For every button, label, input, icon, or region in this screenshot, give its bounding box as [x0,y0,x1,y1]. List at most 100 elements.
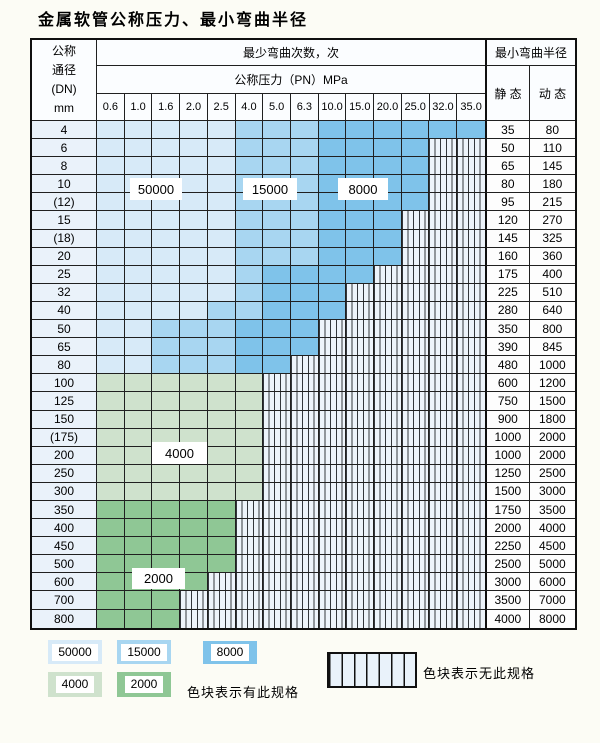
cell-8000 [318,283,347,302]
cell-2000 [207,519,236,538]
cell-50000 [97,139,125,158]
cell-no-spec [346,356,375,375]
cell-4000 [235,410,264,429]
cell-2000 [97,573,125,592]
dn-cell: 15 [32,211,97,230]
dynamic-value: 1200 [529,374,575,393]
cell-no-spec [318,555,347,574]
cell-4000 [124,428,153,447]
dynamic-value: 5000 [529,555,575,574]
pressure-tick: 4.0 [235,94,264,121]
cell-50000 [97,247,125,266]
radius-header: 最小弯曲半径 [485,40,575,66]
cell-15000 [235,139,264,158]
cell-no-spec [374,573,402,592]
cell-no-spec [346,428,375,447]
cell-50000 [207,157,236,176]
cell-15000 [290,139,319,158]
cell-8000 [263,320,291,339]
cell-no-spec [429,247,458,266]
cell-no-spec [401,555,430,574]
legend-item-2000: 2000 [117,672,171,697]
cell-50000 [180,193,208,212]
cell-no-spec [263,537,291,556]
cell-8000 [263,265,291,284]
cell-2000 [152,519,181,538]
cell-50000 [180,229,208,248]
overlay-label-4000: 4000 [152,442,207,464]
cell-2000 [97,500,125,520]
cell-no-spec [290,464,319,483]
cell-no-spec [235,537,264,556]
overlay-label-50000: 50000 [130,178,182,200]
cell-4000 [180,464,208,483]
cell-no-spec [374,482,402,501]
static-value: 750 [484,392,530,411]
cell-8000 [318,247,347,266]
cell-50000 [97,301,125,321]
cell-2000 [180,555,208,574]
cell-no-spec [429,211,458,230]
cell-no-spec [457,338,485,357]
cell-2000 [97,519,125,538]
cell-4000 [207,464,236,483]
cell-no-spec [346,283,375,302]
spec-table: 公称 通径 (DN) mm 最少弯曲次数，次 最小弯曲半径 公称压力（PN）MPa 0… [30,38,577,630]
cell-no-spec [457,320,485,339]
cell-no-spec [263,573,291,592]
cell-4000 [235,374,264,393]
cell-no-spec [401,356,430,375]
dn-cell: 40 [32,301,97,321]
cell-no-spec [346,392,375,411]
dn-cell: 400 [32,519,97,538]
cell-50000 [97,121,125,140]
cell-no-spec [429,265,458,284]
cell-no-spec [318,446,347,465]
cell-no-spec [401,591,430,610]
cell-no-spec [235,555,264,574]
cell-8000 [263,301,291,321]
cell-no-spec [346,446,375,465]
cell-8000 [374,247,402,266]
cell-no-spec [429,338,458,357]
cell-no-spec [207,573,236,592]
cell-50000 [97,193,125,212]
cell-15000 [263,139,291,158]
dynamic-value: 7000 [529,591,575,610]
cell-no-spec [401,464,430,483]
static-value: 80 [484,175,530,194]
cell-no-spec [263,374,291,393]
cell-no-spec [374,500,402,520]
cell-50000 [97,338,125,357]
cell-4000 [124,446,153,465]
dynamic-value: 845 [529,338,575,357]
cell-no-spec [290,428,319,447]
cell-no-spec [429,482,458,501]
cell-no-spec [263,446,291,465]
cell-50000 [124,121,153,140]
cell-no-spec [374,410,402,429]
cell-8000 [235,320,264,339]
cell-50000 [180,211,208,230]
cell-4000 [235,446,264,465]
cell-4000 [152,410,181,429]
static-value: 600 [484,374,530,393]
legend-item-label: 2000 [124,676,164,693]
cell-no-spec [374,519,402,538]
cell-50000 [97,320,125,339]
cell-8000 [401,139,430,158]
dynamic-value: 360 [529,247,575,266]
cell-4000 [207,392,236,411]
cell-no-spec [290,374,319,393]
cell-no-spec [457,500,485,520]
pressure-tick: 25.0 [401,94,430,121]
cell-no-spec [374,591,402,610]
cell-no-spec [346,338,375,357]
cell-2000 [207,537,236,556]
cell-2000 [152,591,181,610]
cell-50000 [124,320,153,339]
cell-4000 [235,392,264,411]
cell-8000 [318,229,347,248]
cell-50000 [152,247,181,266]
cell-8000 [346,265,375,284]
